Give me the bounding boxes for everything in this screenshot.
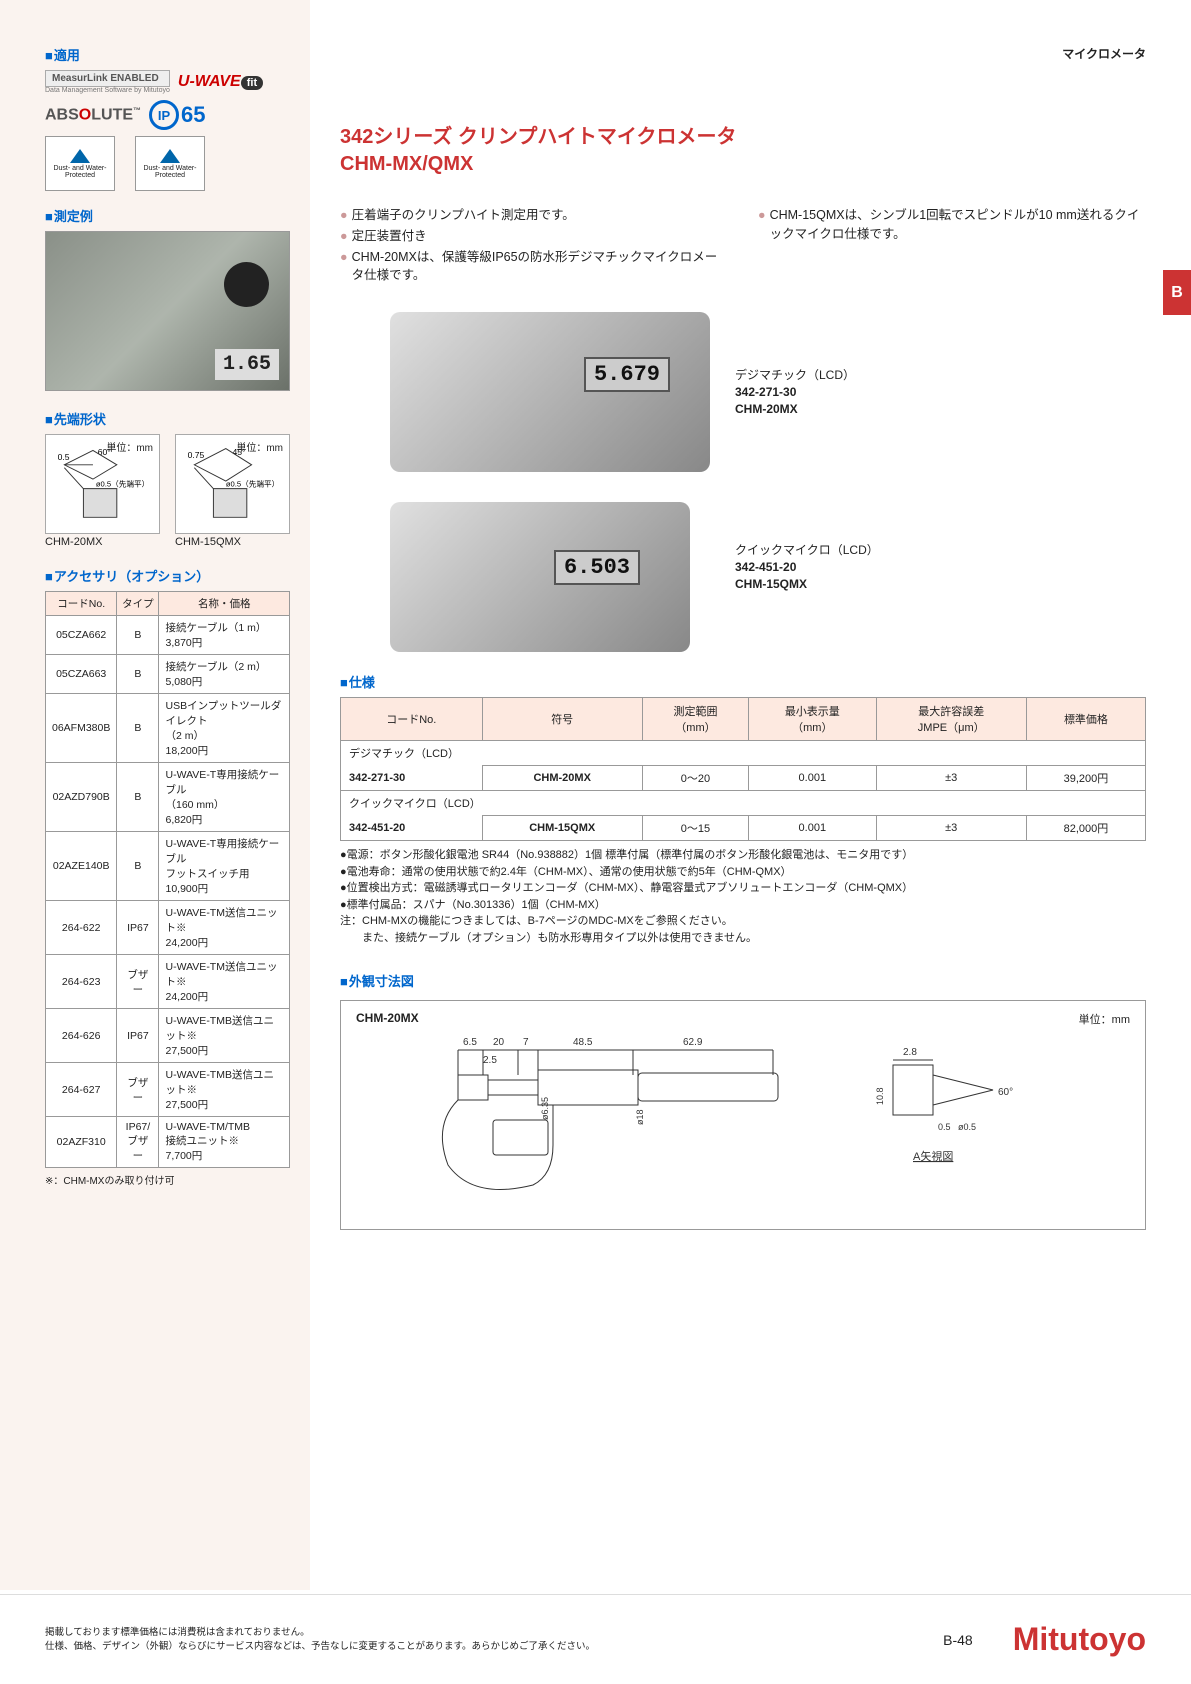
svg-text:A矢視図: A矢視図 [913, 1149, 953, 1163]
accessories-label: アクセサリ（オプション） [45, 566, 290, 585]
table-row: 264-623ブザーU-WAVE-TM送信ユニット※ 24,200円 [46, 955, 290, 1009]
svg-text:ø0.5（先端平）: ø0.5（先端平） [96, 479, 149, 489]
svg-text:7: 7 [523, 1037, 529, 1048]
main-content: 342シリーズ クリンプハイトマイクロメータ CHM-MX/QMX ●圧着端子の… [310, 0, 1191, 1684]
table-row: 264-622IP67U-WAVE-TM送信ユニット※ 24,200円 [46, 901, 290, 955]
apply-label: 適用 [45, 45, 290, 64]
tip-diagram-2: 単位：mm 0.75 45° ø0.5（先端平） CHM-15QMX [175, 434, 290, 548]
svg-text:ø6.35: ø6.35 [540, 1097, 550, 1120]
product-images: 5.679 デジマチック（LCD） 342-271-30 CHM-20MX 6.… [340, 312, 1146, 672]
spec-table: コードNo.符号測定範囲 （mm）最小表示量 （mm）最大許容誤差 JMPE（μ… [340, 697, 1146, 841]
dimension-label: 外観寸法図 [340, 971, 1146, 990]
accessories-table: コードNo.タイプ名称・価格 05CZA662B接続ケーブル（1 m） 3,87… [45, 591, 290, 1168]
absolute-badge: ABSOLUTE™ [45, 106, 141, 124]
table-row: 05CZA662B接続ケーブル（1 m） 3,870円 [46, 616, 290, 655]
features: ●圧着端子のクリンプハイト測定用です。●定圧装置付き●CHM-20MXは、保護等… [340, 206, 1146, 287]
table-row: 02AZF310IP67/ ブザーU-WAVE-TM/TMB 接続ユニット※ 7… [46, 1117, 290, 1168]
table-row: 02AZE140BBU-WAVE-T専用接続ケーブル フットスイッチ用 10,9… [46, 832, 290, 901]
table-row: 06AFM380BBUSBインプットツールダイレクト （2 m） 18,200円 [46, 694, 290, 763]
svg-text:6.5: 6.5 [463, 1037, 477, 1048]
photo-reading: 1.65 [215, 349, 279, 380]
svg-text:0.5: 0.5 [58, 452, 70, 462]
tip-shape-label: 先端形状 [45, 409, 290, 428]
svg-text:20: 20 [493, 1037, 505, 1048]
product-image-1: 5.679 [390, 312, 710, 472]
svg-text:60°: 60° [998, 1087, 1013, 1098]
product-title-1: 342シリーズ クリンプハイトマイクロメータ [340, 120, 1146, 149]
svg-text:2.5: 2.5 [483, 1055, 497, 1066]
svg-text:ø18: ø18 [635, 1109, 645, 1125]
left-column: 適用 MeasurLink ENABLED Data Management So… [0, 0, 310, 1684]
svg-text:ø0.5（先端平）: ø0.5（先端平） [226, 479, 279, 489]
uwave-badge: U-WAVEfit [178, 73, 263, 91]
svg-text:0.75: 0.75 [188, 450, 205, 460]
ip65-badge: IP65 [149, 100, 205, 130]
tip-diagram-1: 単位：mm 0.5 60° ø0.5（先端平） CHM-20MX [45, 434, 160, 548]
table-row: 264-627ブザーU-WAVE-TMB送信ユニット※ 27,500円 [46, 1063, 290, 1117]
svg-text:10.8: 10.8 [875, 1087, 885, 1105]
example-photo: 1.65 [45, 231, 290, 391]
badges-area: MeasurLink ENABLED Data Management Softw… [45, 70, 290, 191]
svg-text:ø0.5: ø0.5 [958, 1122, 976, 1132]
spec-label: 仕様 [340, 672, 1146, 691]
example-label: 測定例 [45, 206, 290, 225]
tuv-badge-1: Dust- and Water-Protected [45, 136, 115, 191]
product-caption-2: クイックマイクロ（LCD） 342-451-20 CHM-15QMX [735, 542, 879, 592]
table-row: 342-451-20CHM-15QMX0～150.001±382,000円 [341, 816, 1146, 841]
table-row: 02AZD790BBU-WAVE-T専用接続ケーブル （160 mm） 6,82… [46, 763, 290, 832]
svg-text:0.5: 0.5 [938, 1122, 951, 1132]
tuv-badge-2: Dust- and Water-Protected [135, 136, 205, 191]
svg-text:2.8: 2.8 [903, 1047, 917, 1058]
table-row: 264-626IP67U-WAVE-TMB送信ユニット※ 27,500円 [46, 1009, 290, 1063]
product-image-2: 6.503 [390, 502, 690, 652]
svg-text:62.9: 62.9 [683, 1037, 703, 1048]
product-caption-1: デジマチック（LCD） 342-271-30 CHM-20MX [735, 367, 855, 417]
svg-text:48.5: 48.5 [573, 1037, 593, 1048]
product-title-2: CHM-MX/QMX [340, 153, 1146, 176]
dimension-drawing: CHM-20MX 単位：mm 6.5 20 7 48.5 62.9 2.5 [340, 1000, 1146, 1230]
table-row: 342-271-30CHM-20MX0～200.001±339,200円 [341, 766, 1146, 791]
spec-notes: ●電源：ボタン形酸化銀電池 SR44（No.938882）1個 標準付属（標準付… [340, 847, 1146, 946]
accessories-note: ※：CHM-MXのみ取り付け可 [45, 1172, 290, 1187]
table-row: 05CZA663B接続ケーブル（2 m） 5,080円 [46, 655, 290, 694]
measurlink-badge: MeasurLink ENABLED Data Management Softw… [45, 70, 170, 94]
